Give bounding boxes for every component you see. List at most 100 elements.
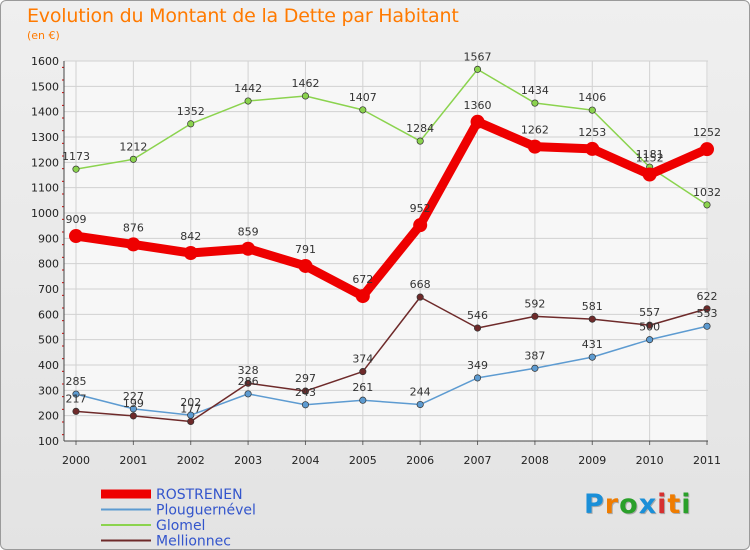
data-label: 1262 — [521, 124, 549, 137]
y-tick-label: 1500 — [31, 80, 59, 93]
data-label: 1352 — [177, 105, 205, 118]
x-tick-label: 2010 — [636, 454, 664, 467]
data-label: 202 — [180, 396, 201, 409]
proxiti-logo: Proxiti — [584, 489, 692, 520]
legend-label: Plouguernével — [156, 503, 256, 519]
data-point — [416, 137, 424, 145]
data-label: 1253 — [578, 126, 606, 139]
data-point — [588, 106, 596, 114]
y-tick-label: 1300 — [31, 131, 59, 144]
data-point — [359, 396, 367, 404]
data-point — [642, 167, 657, 182]
data-label: 328 — [238, 364, 259, 377]
data-label: 622 — [697, 290, 718, 303]
logo-letter: o — [619, 489, 639, 520]
data-label: 177 — [180, 402, 201, 415]
data-label: 431 — [582, 338, 603, 351]
data-label: 297 — [295, 372, 316, 385]
x-tick-label: 2007 — [464, 454, 492, 467]
data-label: 1032 — [693, 186, 721, 199]
data-point — [703, 322, 711, 330]
data-point — [301, 401, 310, 409]
data-point — [72, 390, 80, 398]
data-label: 285 — [66, 375, 87, 388]
series-mellionnec — [72, 293, 711, 426]
logo-letter: i — [681, 489, 692, 520]
y-tick-label: 1100 — [31, 182, 59, 195]
y-tick-label: 1200 — [31, 156, 59, 169]
data-label: 876 — [123, 221, 144, 234]
y-tick-label: 1400 — [31, 106, 59, 119]
data-point — [244, 97, 252, 105]
labels-mellionnec: 217 199 177 328 297 374 668 546 592 581 557 622 — [66, 278, 718, 415]
data-point — [69, 229, 83, 244]
y-tick-label: 1600 — [31, 55, 59, 68]
data-point — [241, 241, 256, 256]
x-tick-label: 2011 — [693, 454, 721, 467]
data-label: 1462 — [291, 77, 319, 90]
x-tick-label: 2001 — [119, 454, 147, 467]
data-point — [588, 353, 596, 361]
logo-letter: r — [604, 489, 620, 520]
data-label: 1434 — [521, 84, 549, 97]
data-point — [301, 387, 310, 395]
data-label: 672 — [352, 273, 373, 286]
legend-label: Mellionnec — [156, 534, 231, 550]
chart-unit: (en €) — [27, 29, 60, 42]
data-label: 217 — [66, 392, 87, 405]
data-point — [129, 155, 137, 163]
data-label: 374 — [352, 353, 373, 366]
data-label: 227 — [123, 390, 144, 403]
data-point — [473, 374, 482, 382]
data-point — [585, 141, 600, 156]
legend-label: ROSTRENEN — [156, 487, 243, 503]
data-label: 199 — [123, 397, 144, 410]
y-tick-label: 100 — [38, 435, 59, 448]
data-point — [646, 336, 654, 344]
legend-label: Glomel — [156, 518, 205, 534]
logo-letter: P — [584, 489, 605, 520]
data-label: 1406 — [578, 91, 606, 104]
logo-letter: t — [667, 489, 682, 520]
data-point — [244, 379, 252, 387]
data-point — [588, 315, 596, 323]
data-label: 859 — [238, 226, 259, 239]
series-line — [75, 325, 708, 416]
chart-title: Evolution du Montant de la Dette par Hab… — [27, 5, 459, 27]
y-tick-label: 1000 — [31, 207, 59, 220]
y-tick-label: 600 — [38, 308, 59, 321]
y-tick-label: 900 — [38, 232, 59, 245]
data-label: 842 — [180, 230, 201, 243]
data-label: 387 — [524, 349, 545, 362]
x-tick-label: 2005 — [349, 454, 377, 467]
series-plouguernével — [72, 322, 711, 419]
data-point — [413, 218, 428, 233]
data-label: 553 — [697, 307, 718, 320]
data-point — [527, 139, 542, 154]
data-point — [72, 165, 80, 173]
data-label: 261 — [352, 381, 373, 394]
data-label: 1252 — [693, 126, 721, 139]
labels-glomel: 1173 1212 1352 1442 1462 1407 1284 1567 1434 1406… — [62, 50, 721, 199]
series-line — [75, 296, 708, 423]
data-label: 1567 — [464, 50, 492, 63]
data-label: 243 — [295, 386, 316, 399]
data-point — [183, 246, 198, 261]
y-tick-label: 700 — [38, 283, 59, 296]
labels-rostrenen: 909 876 842 859 791 672 952 1360 1262 1253 1152 125… — [66, 99, 722, 286]
data-label: 1284 — [406, 122, 434, 135]
data-point — [531, 99, 539, 107]
x-tick-label: 2000 — [62, 454, 90, 467]
x-tick-label: 2004 — [291, 454, 319, 467]
data-label: 909 — [66, 213, 87, 226]
data-point — [703, 305, 711, 313]
series-line — [75, 68, 708, 206]
data-point — [355, 289, 370, 304]
data-label: 581 — [582, 300, 603, 313]
data-label: 546 — [467, 309, 488, 322]
x-tick-label: 2009 — [578, 454, 606, 467]
data-label: 668 — [410, 278, 431, 291]
data-point — [244, 390, 252, 398]
